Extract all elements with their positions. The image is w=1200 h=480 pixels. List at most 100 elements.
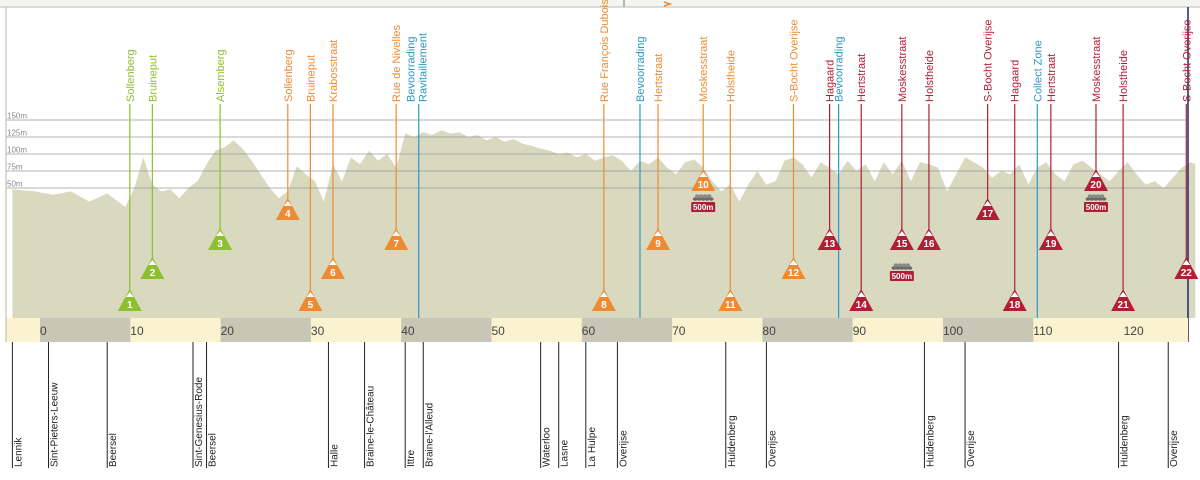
y-tick-label: 150m — [7, 112, 27, 121]
climb-triangle — [691, 169, 716, 191]
town-label: Sint-Genesius-Rode — [194, 377, 205, 467]
climb-label: Sollenberg — [283, 49, 295, 102]
climb-number: 3 — [217, 239, 223, 250]
y-tick-label: 75m — [7, 163, 23, 172]
climb-number: 16 — [923, 239, 935, 250]
service-name: Bevoorrading — [635, 37, 647, 102]
climb-label: Hagaard — [1010, 60, 1022, 102]
climb-name: Moskesstraat — [1091, 37, 1103, 102]
top-strip-arrow-icon — [663, 1, 673, 7]
axis-band-segment — [220, 318, 311, 342]
climb-triangle — [117, 289, 142, 311]
town-name: Huldenberg — [925, 415, 936, 467]
climb-triangle — [298, 289, 323, 311]
mountain-peak-icon — [1182, 260, 1191, 265]
climb-number: 7 — [393, 239, 399, 250]
climb-triangle — [781, 257, 806, 279]
town-name: La Hulpe — [587, 427, 598, 467]
climb-number: 21 — [1118, 300, 1130, 311]
cobble-stone — [901, 263, 907, 267]
cobbles-box — [691, 202, 716, 212]
mountain-peak-icon — [726, 292, 735, 297]
town-name: Braine-le-Château — [366, 386, 377, 467]
mountain-peak-icon — [328, 260, 337, 265]
x-tick-label: 90 — [853, 324, 867, 338]
town-name: Sint-Genesius-Rode — [194, 377, 205, 467]
y-tick-label: 50m — [7, 180, 23, 189]
climb-label: Hertstraat — [856, 54, 868, 102]
service-name: Bevoorrading — [834, 37, 846, 102]
climb-number: 18 — [1009, 300, 1021, 311]
climb-triangle — [646, 228, 671, 250]
town-name: Sint-Pieters-Leeuw — [50, 382, 61, 467]
climb-number: 10 — [698, 180, 710, 191]
cobble-stone — [1099, 194, 1105, 198]
town-label: Overijse — [618, 430, 629, 467]
x-tick-label: 30 — [311, 324, 325, 338]
climb-triangle — [384, 228, 409, 250]
climb-number: 14 — [856, 300, 868, 311]
town-name: Braine-l'Alleud — [424, 403, 435, 467]
town-name: Overijse — [767, 430, 778, 467]
cobble-stone — [700, 197, 706, 201]
climb-number: 4 — [285, 209, 291, 220]
climb-number: 22 — [1181, 268, 1193, 279]
climb-name: Krabosstraat — [328, 40, 340, 102]
climb-triangle — [1174, 257, 1199, 279]
mountain-peak-icon — [392, 231, 401, 236]
climb-triangle — [889, 228, 914, 250]
mountain-peak-icon — [216, 231, 225, 236]
town-name: Beersel — [208, 433, 219, 467]
climb-number: 1 — [127, 300, 133, 311]
cobbles-badge: 500m — [889, 263, 914, 281]
climb-name: S-Bocht Overijse — [788, 19, 800, 102]
town-name: Huldenberg — [1120, 415, 1131, 467]
town-label: Huldenberg — [925, 415, 936, 467]
climb-label: Rue François Dubois — [599, 0, 611, 102]
climb-name: Alsemberg — [215, 49, 227, 102]
axis-band-segment — [401, 318, 492, 342]
climb-label: Hertstraat — [1046, 54, 1058, 102]
mountain-peak-icon — [789, 260, 798, 265]
climb-triangle — [208, 228, 233, 250]
climb-label: Holstheide — [1118, 50, 1130, 102]
mountain-peak-icon — [897, 231, 906, 236]
climb-marker: 6 — [320, 257, 345, 279]
climb-label: S-Bocht Overijse — [788, 19, 800, 102]
climb-marker: 11 — [718, 289, 743, 311]
service-point-label: Bevoorrading — [834, 37, 846, 102]
town-label: Halle — [329, 444, 340, 467]
climb-name: Sollenberg — [283, 49, 295, 102]
mountain-peak-icon — [1091, 172, 1100, 177]
climb-name: Hertstraat — [1046, 54, 1058, 102]
top-strip — [0, 0, 1200, 7]
cobble-stone — [1087, 194, 1093, 198]
cobblestones-icon — [891, 263, 913, 270]
town-name: Huldenberg — [727, 415, 738, 467]
x-tick-label: 110 — [1033, 324, 1052, 338]
cobbles-badge: 500m — [1083, 194, 1108, 212]
climb-number: 11 — [725, 300, 736, 311]
climb-marker: 9 — [646, 228, 671, 250]
climb-triangle — [1083, 169, 1108, 191]
climb-label: Sollenberg — [125, 49, 137, 102]
climb-label: Moskesstraat — [698, 37, 710, 102]
cobbles-box — [1083, 202, 1108, 212]
x-tick-label: 100 — [943, 324, 963, 338]
climb-marker: 3 — [208, 228, 233, 250]
cobbles-badge: 500m — [691, 194, 716, 212]
climb-name: Hertstraat — [653, 54, 665, 102]
cobble-stone — [893, 263, 899, 267]
x-tick-label: 120 — [1124, 324, 1144, 338]
climb-marker: 5 — [298, 289, 323, 311]
cobble-stone — [704, 197, 710, 201]
town-label: Waterloo — [542, 427, 553, 467]
climb-label: Moskesstraat — [1091, 37, 1103, 102]
climb-triangle — [975, 198, 1000, 220]
climb-label: Bruineput — [147, 55, 159, 102]
town-name: Halle — [329, 444, 340, 467]
climb-name: Rue de Nivelles — [391, 24, 403, 102]
climb-triangle — [275, 198, 300, 220]
climb-triangle — [1002, 289, 1027, 311]
